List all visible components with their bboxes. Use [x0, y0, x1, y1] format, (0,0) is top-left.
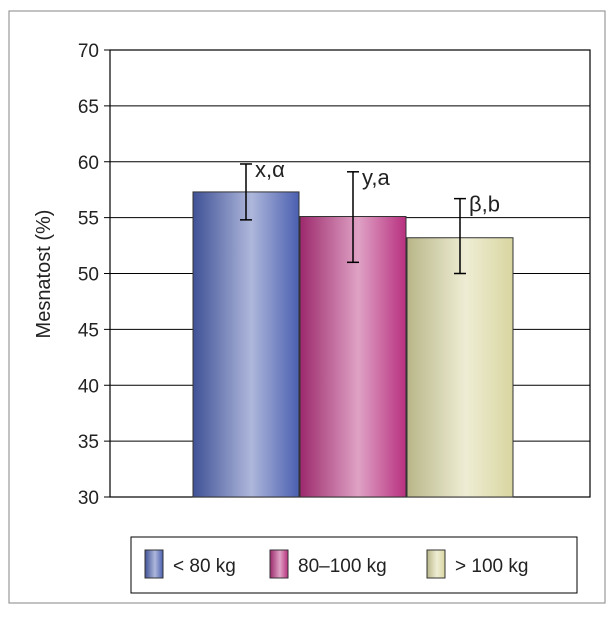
- y-axis-label: Mesnatost (%): [33, 210, 55, 339]
- legend-swatch: [144, 549, 164, 579]
- error-bars: [240, 163, 466, 275]
- y-tick-label: 50: [78, 265, 99, 286]
- legend-box: [130, 536, 578, 594]
- y-tick-label: 65: [78, 97, 99, 118]
- legend-swatch: [426, 549, 446, 579]
- y-tick-label: 60: [78, 153, 99, 174]
- legend-swatch: [269, 549, 289, 579]
- y-tick-label: 30: [78, 488, 99, 509]
- y-tick-label: 55: [78, 209, 99, 230]
- y-tick-label: 45: [78, 320, 99, 341]
- legend: < 80 kg 80–100 kg > 100 kg: [144, 549, 528, 579]
- legend-label: < 80 kg: [173, 556, 236, 577]
- bar-annotation: β,b: [469, 192, 500, 217]
- legend-label: > 100 kg: [455, 556, 528, 577]
- bar: [406, 237, 514, 498]
- bar-annotation: x,α: [255, 157, 285, 182]
- y-axis-ticks: 30 35 40 45 50 55 60 65 70: [78, 41, 110, 509]
- y-tick-label: 35: [78, 432, 99, 453]
- y-tick-label: 70: [78, 41, 99, 62]
- significance-labels: x,α y,a β,b: [255, 157, 500, 217]
- bars: [192, 191, 514, 498]
- bar-annotation: y,a: [362, 165, 390, 190]
- bar: [192, 191, 300, 498]
- legend-label: 80–100 kg: [298, 556, 387, 577]
- y-tick-label: 40: [78, 376, 99, 397]
